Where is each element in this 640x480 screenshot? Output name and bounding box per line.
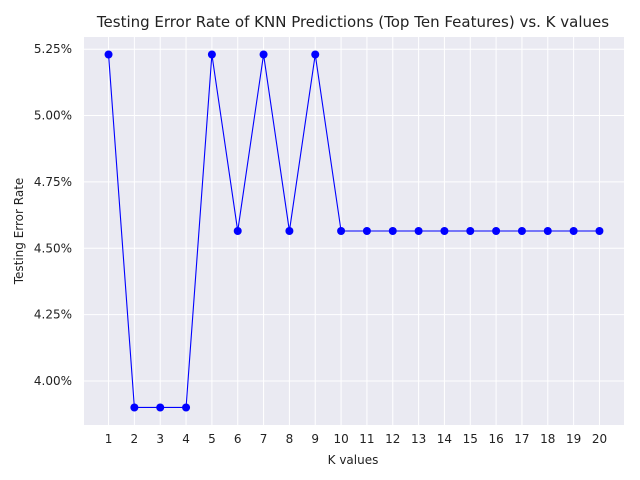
data-point: [259, 50, 268, 59]
x-tick-label: 1: [105, 432, 113, 446]
x-tick-label: 14: [437, 432, 452, 446]
data-point: [233, 227, 242, 235]
x-tick-labels: 1 2 3 4 5 6 7 8 9 10 11 12 13 14 15 16 17 18 19 20: [105, 432, 607, 446]
x-tick-label: 16: [488, 432, 503, 446]
x-tick-label: 7: [260, 432, 268, 446]
data-point: [130, 403, 139, 412]
x-tick-label: 3: [156, 432, 164, 446]
series-line: [108, 54, 600, 409]
data-point: [104, 50, 113, 59]
y-axis-label: Testing Error Rate: [12, 178, 26, 286]
data-point: [362, 227, 371, 235]
x-axis-label: K values: [328, 453, 379, 467]
y-tick-label: 5.25%: [34, 42, 72, 56]
x-tick-label: 8: [286, 432, 294, 446]
data-points: [104, 50, 604, 412]
y-tick-labels: 4.00% 4.25% 4.50% 4.75% 5.00% 5.25%: [34, 42, 72, 388]
x-tick-label: 13: [411, 432, 426, 446]
chart-title: Testing Error Rate of KNN Predictions (T…: [96, 13, 609, 31]
x-tick-label: 19: [566, 432, 581, 446]
data-point: [311, 50, 320, 59]
x-tick-label: 15: [463, 432, 478, 446]
data-point: [414, 227, 423, 235]
y-tick-label: 4.25%: [34, 308, 72, 322]
data-point: [595, 227, 604, 235]
x-tick-label: 17: [514, 432, 529, 446]
data-point: [517, 227, 526, 235]
y-tick-label: 4.50%: [34, 241, 72, 255]
x-tick-label: 9: [311, 432, 319, 446]
x-tick-label: 11: [359, 432, 374, 446]
x-tick-label: 20: [592, 432, 607, 446]
y-tick-label: 5.00%: [34, 109, 72, 123]
x-tick-label: 4: [182, 432, 190, 446]
data-point: [207, 50, 216, 59]
x-tick-label: 10: [333, 432, 348, 446]
x-tick-label: 6: [234, 432, 242, 446]
x-tick-label: 12: [385, 432, 400, 446]
x-tick-label: 5: [208, 432, 216, 446]
y-tick-label: 4.75%: [34, 175, 72, 189]
data-point: [543, 227, 552, 235]
data-point: [285, 227, 294, 235]
data-point: [440, 227, 449, 235]
data-point: [466, 227, 475, 235]
y-tick-label: 4.00%: [34, 374, 72, 388]
data-point: [156, 403, 165, 412]
data-point: [492, 227, 501, 235]
x-tick-label: 18: [540, 432, 555, 446]
data-point: [182, 403, 191, 412]
data-point: [569, 227, 578, 235]
data-point: [337, 227, 346, 235]
x-tick-label: 2: [131, 432, 139, 446]
data-point: [388, 227, 397, 235]
